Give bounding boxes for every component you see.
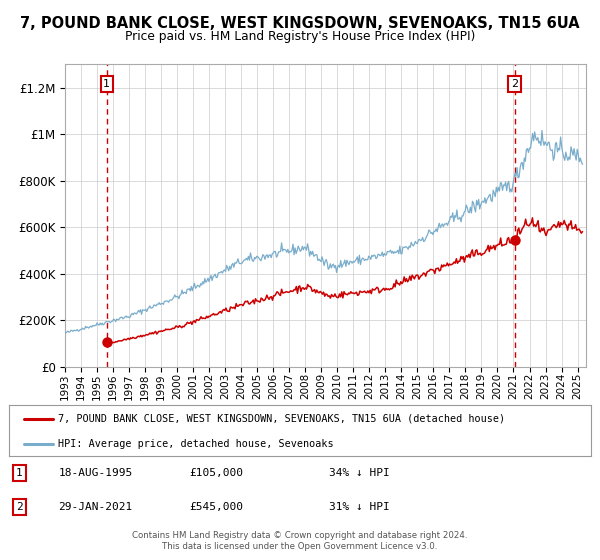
Text: 1: 1 (103, 79, 110, 89)
Bar (65, 64, 107, 367)
Text: £105,000: £105,000 (190, 468, 244, 478)
Text: 7, POUND BANK CLOSE, WEST KINGSDOWN, SEVENOAKS, TN15 6UA (detached house): 7, POUND BANK CLOSE, WEST KINGSDOWN, SEV… (58, 414, 506, 424)
Text: 2: 2 (511, 79, 518, 89)
Text: £545,000: £545,000 (190, 502, 244, 512)
Text: 34% ↓ HPI: 34% ↓ HPI (329, 468, 390, 478)
Text: 29-JAN-2021: 29-JAN-2021 (58, 502, 133, 512)
Text: Contains HM Land Registry data © Crown copyright and database right 2024.: Contains HM Land Registry data © Crown c… (132, 531, 468, 540)
Text: This data is licensed under the Open Government Licence v3.0.: This data is licensed under the Open Gov… (163, 542, 437, 551)
Text: 1: 1 (16, 468, 23, 478)
Text: 18-AUG-1995: 18-AUG-1995 (58, 468, 133, 478)
Text: HPI: Average price, detached house, Sevenoaks: HPI: Average price, detached house, Seve… (58, 438, 334, 449)
Text: 31% ↓ HPI: 31% ↓ HPI (329, 502, 390, 512)
Text: 7, POUND BANK CLOSE, WEST KINGSDOWN, SEVENOAKS, TN15 6UA: 7, POUND BANK CLOSE, WEST KINGSDOWN, SEV… (20, 16, 580, 31)
Text: Price paid vs. HM Land Registry's House Price Index (HPI): Price paid vs. HM Land Registry's House … (125, 30, 475, 43)
Text: 2: 2 (16, 502, 23, 512)
